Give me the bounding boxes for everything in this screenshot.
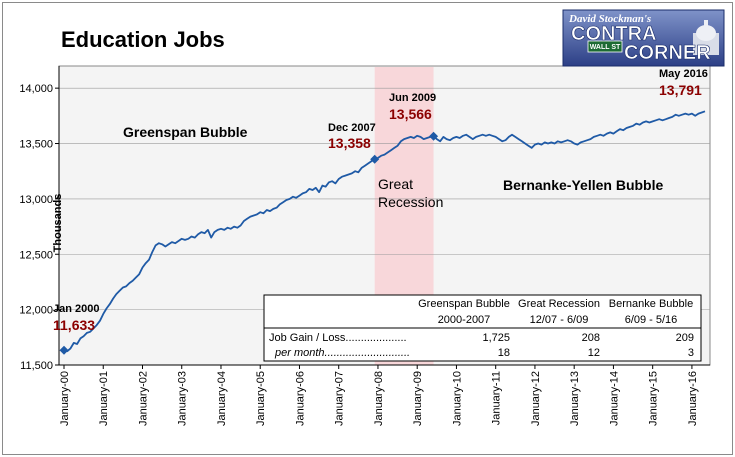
annotation-jan-2000: Jan 2000 11,633 — [53, 303, 99, 333]
annotation-date-dec-2007: Dec 2007 — [328, 122, 376, 134]
x-tick-label-January-08: January-08 — [373, 371, 385, 426]
logo-line1: David Stockman's — [568, 13, 651, 25]
annotation-dec-2007: Dec 2007 13,358 — [328, 122, 376, 151]
x-tick-label-January-01: January-01 — [98, 371, 110, 426]
annotation-may-2016: May 2016 13,791 — [659, 68, 708, 98]
table-row-job-gain-label: Job Gain / Loss.................... — [269, 332, 407, 344]
logo-word-corner: CORNER — [624, 42, 711, 64]
table-cell-per-month-bernanke: 3 — [688, 347, 694, 359]
summary-table: Greenspan Bubble Great Recession Bernank… — [263, 294, 702, 362]
annotation-date-may-2016: May 2016 — [659, 68, 708, 80]
x-tick-label-January-09: January-09 — [412, 371, 424, 426]
y-tick-label-11500: 11,500 — [20, 360, 53, 372]
annotation-jun-2009: Jun 2009 13,566 — [389, 92, 436, 122]
table-cell-per-month-greenspan: 18 — [498, 347, 510, 359]
x-tick-label-January-05: January-05 — [255, 371, 267, 426]
table-period-greenspan: 2000-2007 — [438, 314, 491, 326]
x-tick-label-January-07: January-07 — [334, 371, 346, 426]
data-point-marker-0 — [59, 345, 69, 355]
chart-svg: 11,500 12,000 12,500 13,000 13,500 14,000 Jan… — [19, 9, 725, 426]
logo-sign-text: WALL ST — [590, 44, 621, 51]
x-tick-label-January-13: January-13 — [569, 371, 581, 426]
table-header-greenspan: Greenspan Bubble — [418, 298, 510, 310]
capitol-dome-icon — [693, 20, 719, 55]
table-row-per-month-label: per month............................ — [274, 347, 410, 359]
annotation-date-jun-2009: Jun 2009 — [389, 92, 436, 104]
wall-street-sign-icon — [587, 40, 623, 53]
annotation-value-jan-2000: 11,633 — [53, 317, 95, 333]
y-tick-label-12000: 12,000 — [19, 305, 53, 317]
annotation-date-jan-2000: Jan 2000 — [53, 303, 99, 315]
x-tick-label-January-12: January-12 — [530, 371, 542, 426]
x-tick-label-January-10: January-10 — [451, 371, 463, 426]
x-tick-label-January-16: January-16 — [687, 371, 699, 426]
great-recession-label-2: Recession — [378, 194, 443, 210]
table-period-bernanke: 6/09 - 5/16 — [625, 314, 678, 326]
x-tick-label-January-14: January-14 — [608, 371, 620, 426]
table-cell-job-gain-recession: 208 — [582, 332, 600, 344]
y-axis-label: Thousands — [52, 194, 64, 253]
x-tick-label-January-06: January-06 — [294, 371, 306, 426]
x-tick-label-January-15: January-15 — [648, 371, 660, 426]
bernanke-yellen-bubble-label: Bernanke-Yellen Bubble — [503, 177, 663, 193]
greenspan-bubble-label: Greenspan Bubble — [123, 124, 248, 140]
x-tick-label-January-00: January-00 — [59, 371, 71, 426]
table-cell-job-gain-bernanke: 209 — [676, 332, 694, 344]
logo-word-contra: CONTRA — [571, 23, 657, 45]
table-cell-job-gain-greenspan: 1,725 — [482, 332, 510, 344]
annotation-value-dec-2007: 13,358 — [328, 135, 371, 151]
contra-corner-logo: WALL ST David Stockman's CONTRA CORNER — [562, 9, 725, 67]
y-tick-label-14000: 14,000 — [19, 83, 53, 95]
series-line-0 — [63, 110, 706, 353]
great-recession-label-1: Great — [378, 176, 413, 192]
x-tick-label-January-02: January-02 — [137, 371, 149, 426]
chart-title: Education Jobs — [61, 27, 225, 52]
y-tick-label-13500: 13,500 — [19, 139, 53, 151]
data-point-marker-1 — [370, 154, 380, 164]
x-tick-label-January-04: January-04 — [216, 371, 228, 426]
table-cell-per-month-recession: 12 — [588, 347, 600, 359]
table-period-recession: 12/07 - 6/09 — [530, 314, 589, 326]
annotation-value-jun-2009: 13,566 — [389, 106, 432, 122]
x-tick-label-January-03: January-03 — [177, 371, 189, 426]
data-point-marker-2 — [429, 131, 439, 141]
x-tick-label-January-11: January-11 — [491, 371, 503, 425]
y-tick-label-12500: 12,500 — [19, 249, 53, 261]
annotation-value-may-2016: 13,791 — [659, 82, 702, 98]
table-header-bernanke: Bernanke Bubble — [609, 298, 693, 310]
table-header-recession: Great Recession — [518, 298, 600, 310]
y-tick-label-13000: 13,000 — [19, 194, 53, 206]
